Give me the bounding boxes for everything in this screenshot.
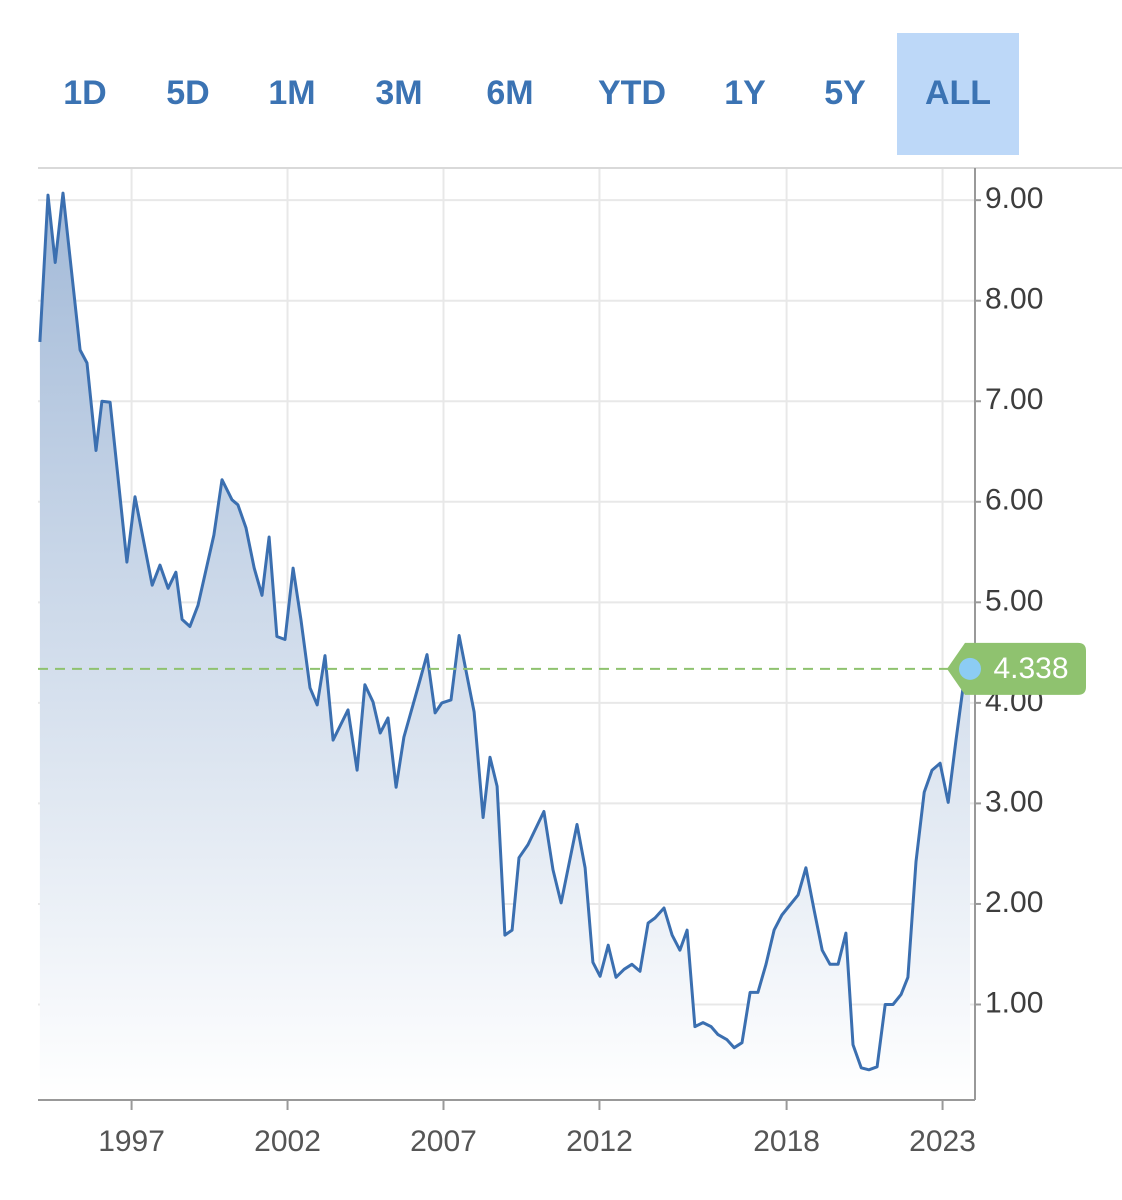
- last-point-marker: [959, 657, 982, 680]
- x-axis-labels: 1997 2002 2007 2012 2018 2023: [98, 1125, 976, 1158]
- range-button[interactable]: 1Y: [724, 74, 766, 112]
- x-tick-label: 2012: [566, 1125, 633, 1158]
- overlay: 4.338: [38, 642, 1086, 695]
- area: [39, 193, 971, 1100]
- range-button-label: 1M: [268, 74, 315, 112]
- range-button-label: 1Y: [724, 74, 766, 112]
- range-button-label: ALL: [925, 74, 991, 112]
- y-tick-label: 6.00: [985, 484, 1043, 517]
- last-value-badge: [947, 642, 1086, 695]
- x-tick-label: 2023: [909, 1125, 976, 1158]
- range-button[interactable]: 5Y: [824, 74, 866, 112]
- range-button[interactable]: 1M: [268, 74, 315, 112]
- range-button[interactable]: 5D: [166, 74, 209, 112]
- y-tick-label: 9.00: [985, 182, 1043, 215]
- last-value-label: 4.338: [993, 652, 1068, 685]
- range-button-label: 3M: [375, 74, 422, 112]
- range-button-selected-bg: [897, 33, 1019, 155]
- y-tick-label: 5.00: [985, 584, 1043, 617]
- plot-area: [38, 191, 972, 1100]
- range-button[interactable]: ALL: [897, 33, 1019, 155]
- range-button[interactable]: 6M: [486, 74, 533, 112]
- range-button-label: 5D: [166, 74, 209, 112]
- line: [38, 191, 972, 1072]
- y-tick-label: 3.00: [985, 785, 1043, 818]
- range-button[interactable]: 1D: [63, 74, 106, 112]
- y-tick-label: 7.00: [985, 383, 1043, 416]
- range-button[interactable]: 3M: [375, 74, 422, 112]
- y-tick-label: 2.00: [985, 886, 1043, 919]
- range-button-label: 5Y: [824, 74, 866, 112]
- x-tick-label: 2007: [410, 1125, 477, 1158]
- range-button-label: 6M: [486, 74, 533, 112]
- x-tick-label: 1997: [98, 1125, 165, 1158]
- range-button-label: 1D: [63, 74, 106, 112]
- range-selector: 1D 5D 1M 3M 6M YTD 1Y 5Y ALL: [63, 33, 1019, 155]
- range-button-label: YTD: [598, 74, 666, 112]
- x-tick-label: 2018: [753, 1125, 820, 1158]
- x-tick-label: 2002: [254, 1125, 321, 1158]
- range-button[interactable]: YTD: [598, 74, 666, 112]
- y-tick-label: 1.00: [985, 986, 1043, 1019]
- axes: 1.002.003.004.005.006.007.008.009.00: [38, 167, 1122, 1110]
- y-tick-label: 8.00: [985, 283, 1043, 316]
